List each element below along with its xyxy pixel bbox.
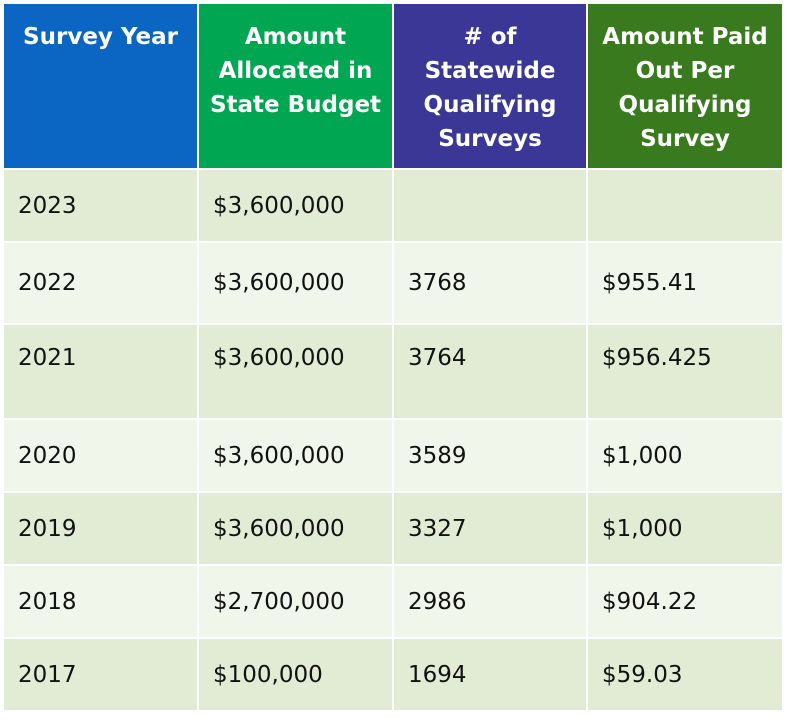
cell-amount-allocated: $3,600,000 (199, 420, 394, 493)
cell-amount-allocated: $3,600,000 (199, 243, 394, 325)
survey-payments-table: Survey Year Amount Allocated in State Bu… (4, 4, 782, 712)
header-amount-paid-per-survey: Amount Paid Out Per Qualifying Survey (588, 4, 782, 170)
cell-survey-year: 2021 (4, 325, 199, 420)
cell-amount-paid: $1,000 (588, 420, 782, 493)
header-survey-year: Survey Year (4, 4, 199, 170)
cell-amount-paid (588, 170, 782, 243)
cell-amount-paid: $956.425 (588, 325, 782, 420)
cell-num-surveys: 3589 (394, 420, 588, 493)
cell-amount-paid: $1,000 (588, 493, 782, 566)
cell-survey-year: 2017 (4, 639, 199, 712)
cell-survey-year: 2018 (4, 566, 199, 639)
header-num-qualifying-surveys: # of Statewide Qualifying Surveys (394, 4, 588, 170)
cell-num-surveys: 3327 (394, 493, 588, 566)
header-amount-allocated: Amount Allocated in State Budget (199, 4, 394, 170)
cell-survey-year: 2022 (4, 243, 199, 325)
cell-amount-paid: $59.03 (588, 639, 782, 712)
cell-survey-year: 2019 (4, 493, 199, 566)
cell-amount-allocated: $3,600,000 (199, 325, 394, 420)
cell-amount-allocated: $3,600,000 (199, 493, 394, 566)
cell-amount-allocated: $2,700,000 (199, 566, 394, 639)
cell-survey-year: 2020 (4, 420, 199, 493)
cell-num-surveys: 3768 (394, 243, 588, 325)
cell-amount-paid: $904.22 (588, 566, 782, 639)
cell-amount-allocated: $3,600,000 (199, 170, 394, 243)
cell-num-surveys: 3764 (394, 325, 588, 420)
cell-num-surveys: 2986 (394, 566, 588, 639)
cell-amount-paid: $955.41 (588, 243, 782, 325)
cell-num-surveys (394, 170, 588, 243)
cell-amount-allocated: $100,000 (199, 639, 394, 712)
cell-survey-year: 2023 (4, 170, 199, 243)
cell-num-surveys: 1694 (394, 639, 588, 712)
